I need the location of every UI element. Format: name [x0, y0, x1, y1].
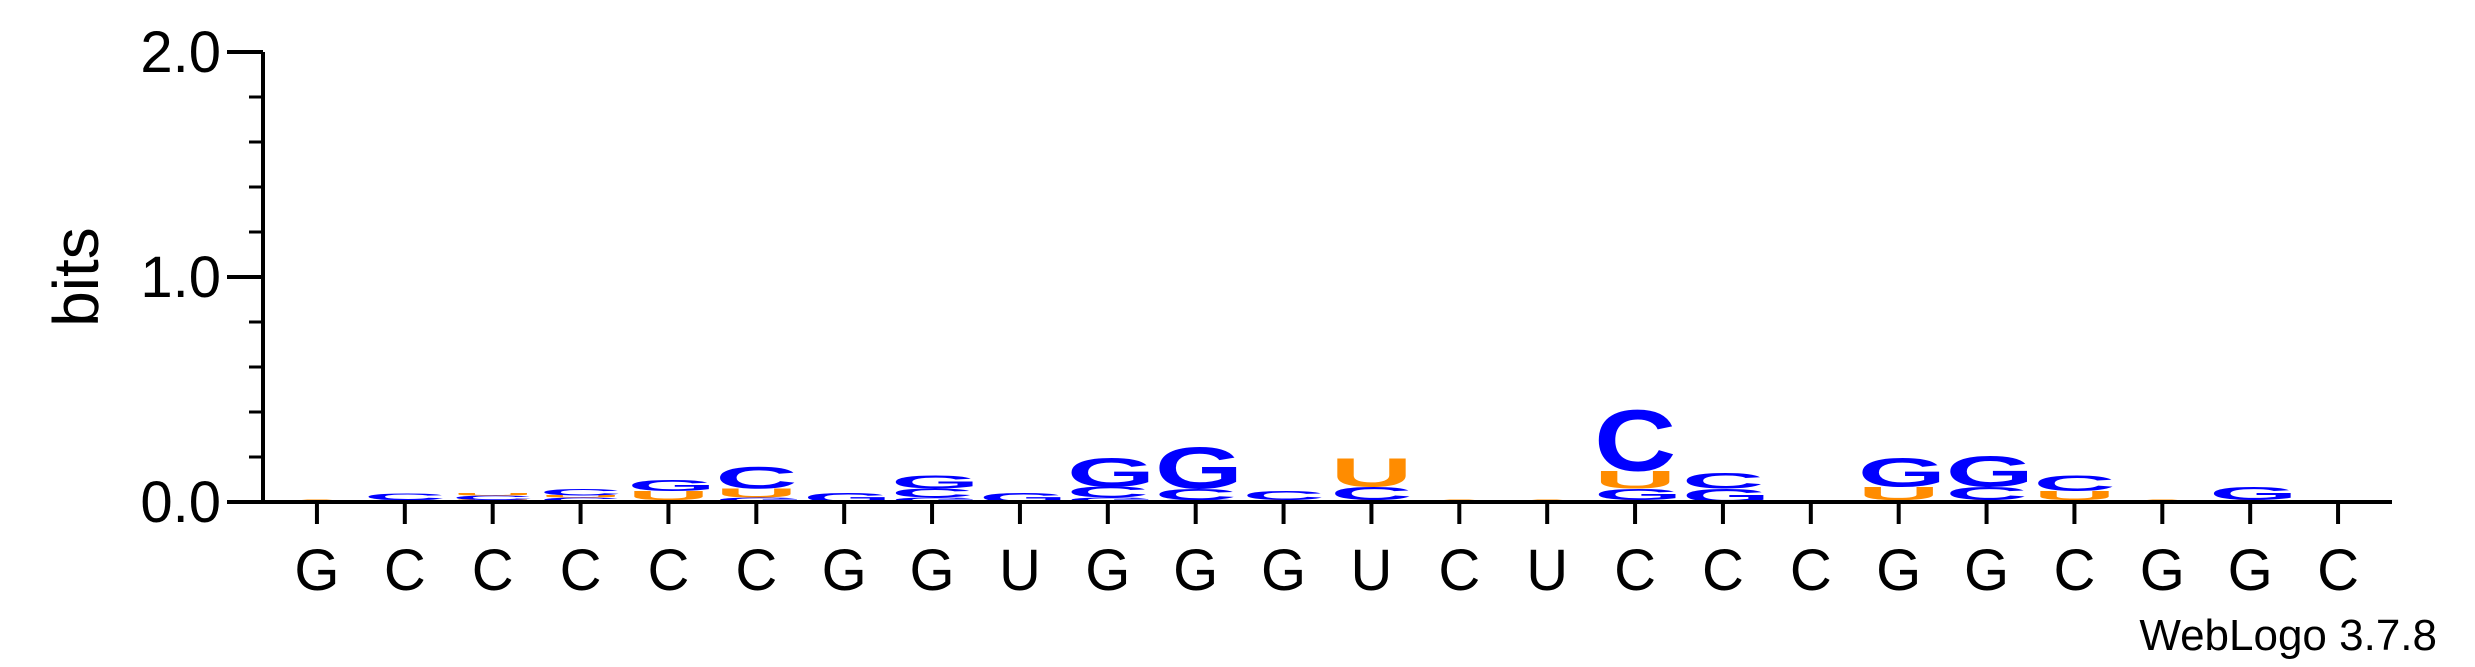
x-tick-label: G — [2140, 538, 2185, 603]
logo-letter: G — [1155, 435, 1243, 501]
logo-letter: G — [1067, 496, 1155, 503]
logo-letter: G — [1858, 450, 1946, 495]
logo-letter: C — [1155, 486, 1237, 503]
logo-letter: C — [1682, 469, 1764, 493]
logo-letter: G — [715, 496, 803, 503]
logo-letter: C — [891, 486, 973, 500]
logo-letter: U — [1594, 466, 1676, 494]
logo-letter: C — [715, 460, 797, 495]
logo-letter: C — [540, 487, 622, 497]
y-ticks: 0.0 1.0 2.0 — [140, 20, 263, 535]
logo-letter: U — [2034, 489, 2116, 503]
weblogo-credit: WebLogo 3.7.8 — [2139, 611, 2437, 660]
logo-letter: G — [628, 477, 716, 494]
axes — [261, 52, 2392, 504]
x-tick-label: C — [2317, 538, 2359, 603]
x-tick-label: G — [1876, 538, 1921, 603]
logo-letter: U — [1331, 450, 1413, 495]
x-tick-label: C — [560, 538, 602, 603]
logo-letter: C — [1946, 483, 2028, 504]
logo-letter: C — [364, 491, 446, 501]
logo-letter: C — [452, 494, 534, 501]
logo-letter: C — [1331, 483, 1413, 504]
x-tick-label: G — [1173, 538, 1218, 603]
logo-letter: C — [2034, 471, 2116, 495]
logo-letter: U — [1858, 483, 1940, 504]
logo-letter: G — [1594, 486, 1682, 503]
x-tick-label: G — [910, 538, 955, 603]
logo-letter: C — [1243, 489, 1325, 503]
x-tick-label: G — [294, 538, 339, 603]
logo-letter: G — [891, 496, 979, 503]
x-tick-label: G — [1261, 538, 1306, 603]
x-tick-label: U — [1350, 538, 1392, 603]
x-tick-label: C — [1702, 538, 1744, 603]
logo-letter: G — [1067, 450, 1155, 495]
x-tick-label: C — [1790, 538, 1832, 603]
x-tick-label: C — [735, 538, 777, 603]
x-tick-label: U — [999, 538, 1041, 603]
letter-stacks: ACCUCUCUCAUGGUCGGCGGGCGGCGACACUAAAGUCGCA… — [276, 392, 2298, 506]
x-tick-label: U — [1526, 538, 1568, 603]
logo-letter: G — [1946, 447, 2034, 496]
x-tick-label: C — [1614, 538, 1656, 603]
logo-letter: U — [540, 495, 622, 498]
logo-letter: U — [452, 492, 534, 495]
x-tick-label: C — [647, 538, 689, 603]
x-tick-label: G — [2228, 538, 2273, 603]
y-tick-label: 0.0 — [140, 470, 221, 535]
x-tick-label: G — [1964, 538, 2009, 603]
y-tick-label: 1.0 — [140, 245, 221, 310]
x-tick-label: G — [822, 538, 867, 603]
x-tick-label: G — [1085, 538, 1130, 603]
logo-letter: U — [715, 486, 797, 500]
logo-letter: C — [1594, 392, 1676, 489]
x-tick-label: C — [2053, 538, 2095, 603]
logo-letter: C — [540, 496, 622, 503]
y-axis-label: bits — [40, 227, 112, 327]
logo-letter: G — [2209, 483, 2297, 504]
x-tick-label: C — [472, 538, 514, 603]
y-tick-label: 2.0 — [140, 20, 221, 85]
logo-letter: U — [628, 489, 710, 503]
x-tick-label: C — [384, 538, 426, 603]
logo-letter: C — [1067, 484, 1149, 501]
logo-letter: G — [891, 472, 979, 493]
x-tick-label: C — [1438, 538, 1480, 603]
